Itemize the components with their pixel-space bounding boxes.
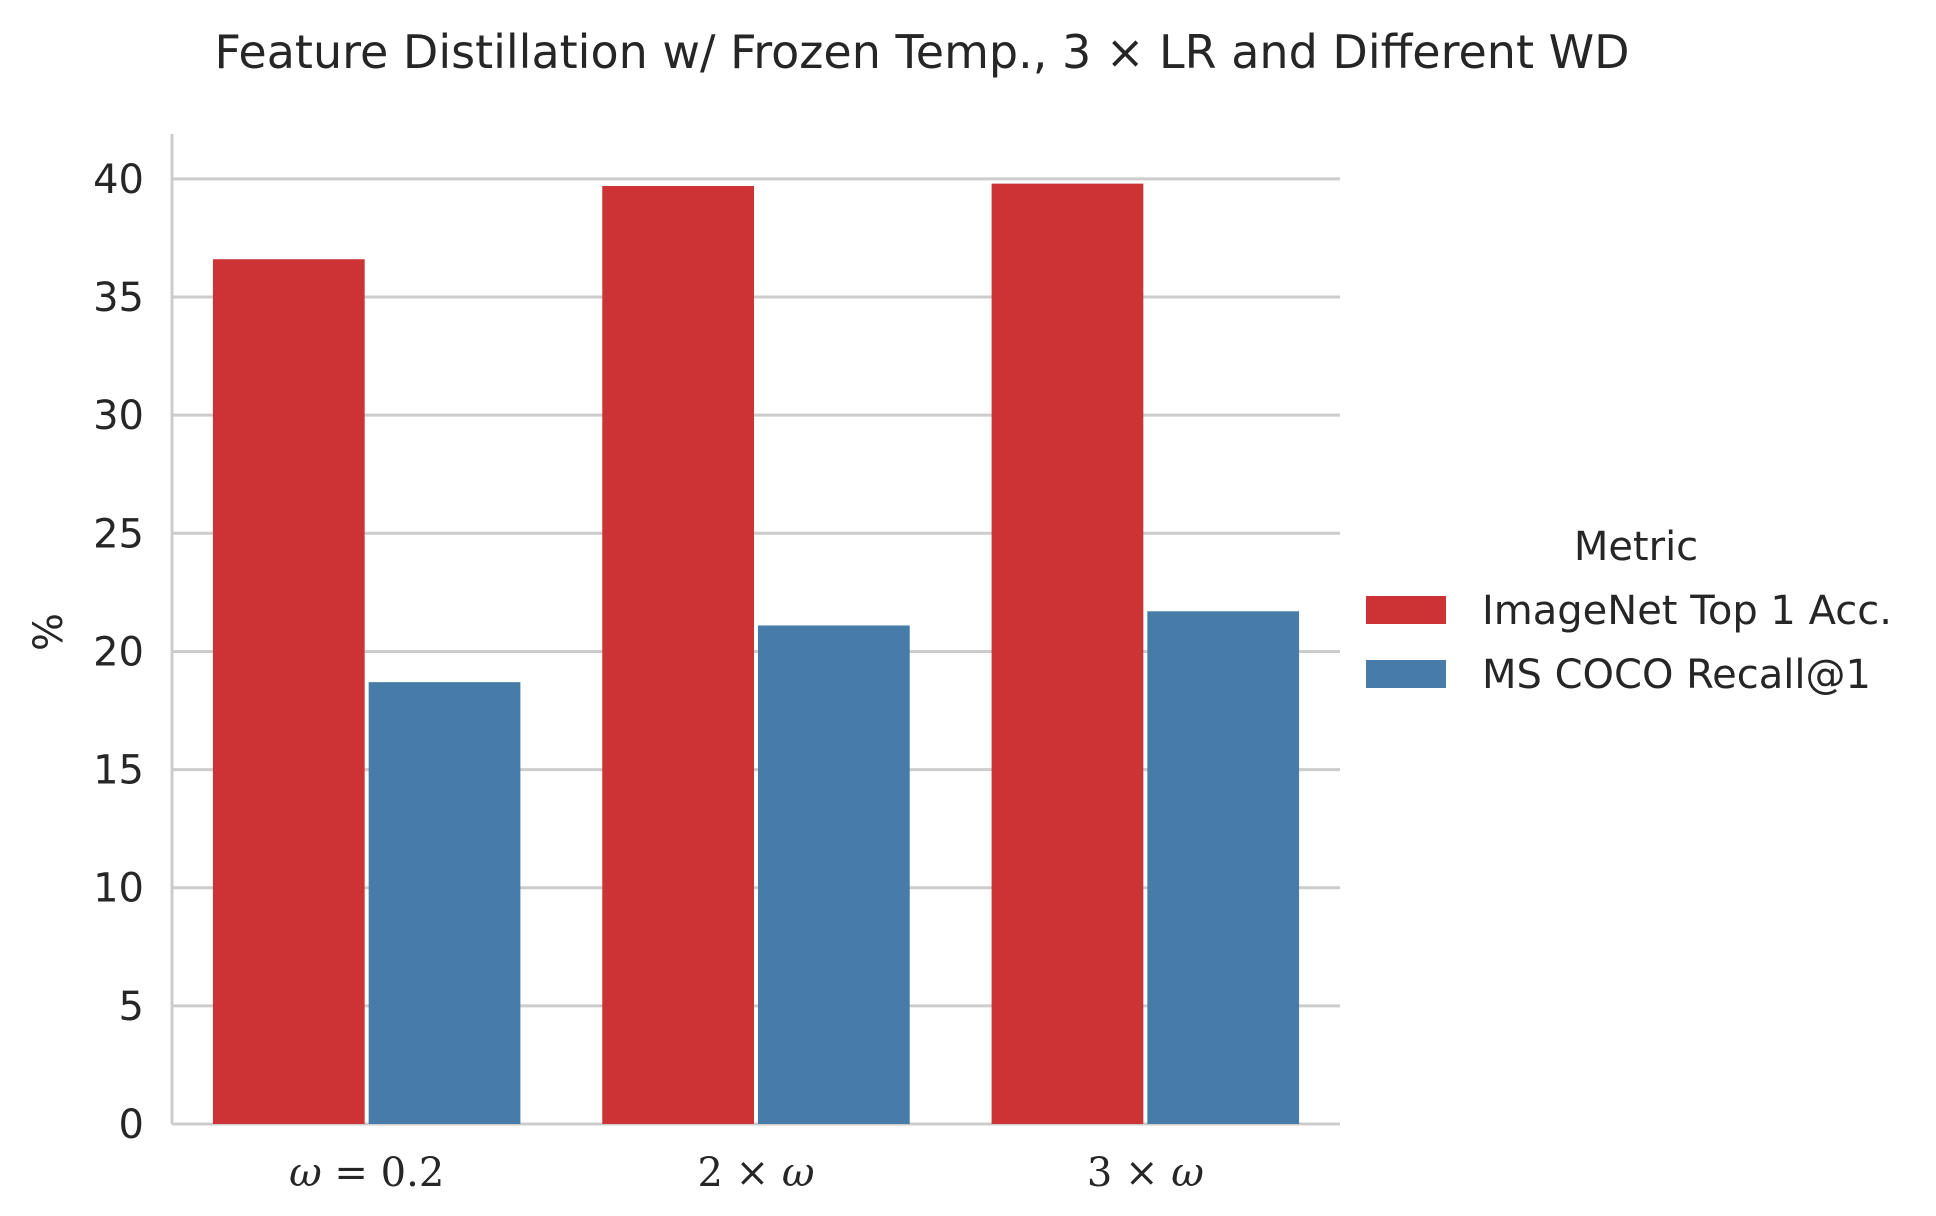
x-tick-labels: ω = 0.2 2 × ω 3 × ω bbox=[289, 1150, 1204, 1196]
gridlines bbox=[170, 134, 1340, 1126]
bar-imagenet-1 bbox=[602, 185, 754, 1125]
legend-title: Metric bbox=[1574, 524, 1698, 570]
x-tick-label: 3 × ω bbox=[1087, 1150, 1204, 1196]
y-tick-label: 5 bbox=[119, 984, 144, 1030]
bars bbox=[212, 183, 1300, 1125]
x-tick-label: 2 × ω bbox=[697, 1150, 814, 1196]
legend-swatch bbox=[1366, 596, 1446, 624]
y-tick-labels: 0 5 10 15 20 25 30 35 40 bbox=[93, 157, 144, 1148]
y-tick-label: 40 bbox=[93, 157, 144, 203]
y-tick-label: 30 bbox=[93, 393, 144, 439]
y-tick-label: 25 bbox=[93, 511, 144, 557]
y-tick-label: 0 bbox=[119, 1102, 144, 1148]
legend-label: MS COCO Recall@1 bbox=[1482, 652, 1871, 698]
chart-title: Feature Distillation w/ Frozen Temp., 3 … bbox=[214, 25, 1629, 79]
x-tick-label: ω = 0.2 bbox=[289, 1150, 444, 1196]
legend-swatch bbox=[1366, 660, 1446, 688]
bar-mscoco-1 bbox=[758, 625, 910, 1124]
y-tick-label: 35 bbox=[93, 275, 144, 321]
bar-mscoco-0 bbox=[368, 682, 521, 1124]
y-tick-label: 10 bbox=[93, 866, 144, 912]
legend: Metric ImageNet Top 1 Acc. MS COCO Recall… bbox=[1366, 524, 1892, 698]
y-tick-label: 15 bbox=[93, 748, 144, 794]
y-axis-label: % bbox=[26, 613, 72, 651]
bar-imagenet-2 bbox=[991, 183, 1144, 1124]
bar-mscoco-2 bbox=[1147, 611, 1300, 1124]
y-tick-label: 20 bbox=[93, 629, 144, 675]
legend-label: ImageNet Top 1 Acc. bbox=[1482, 588, 1892, 634]
bar-imagenet-0 bbox=[212, 259, 365, 1125]
